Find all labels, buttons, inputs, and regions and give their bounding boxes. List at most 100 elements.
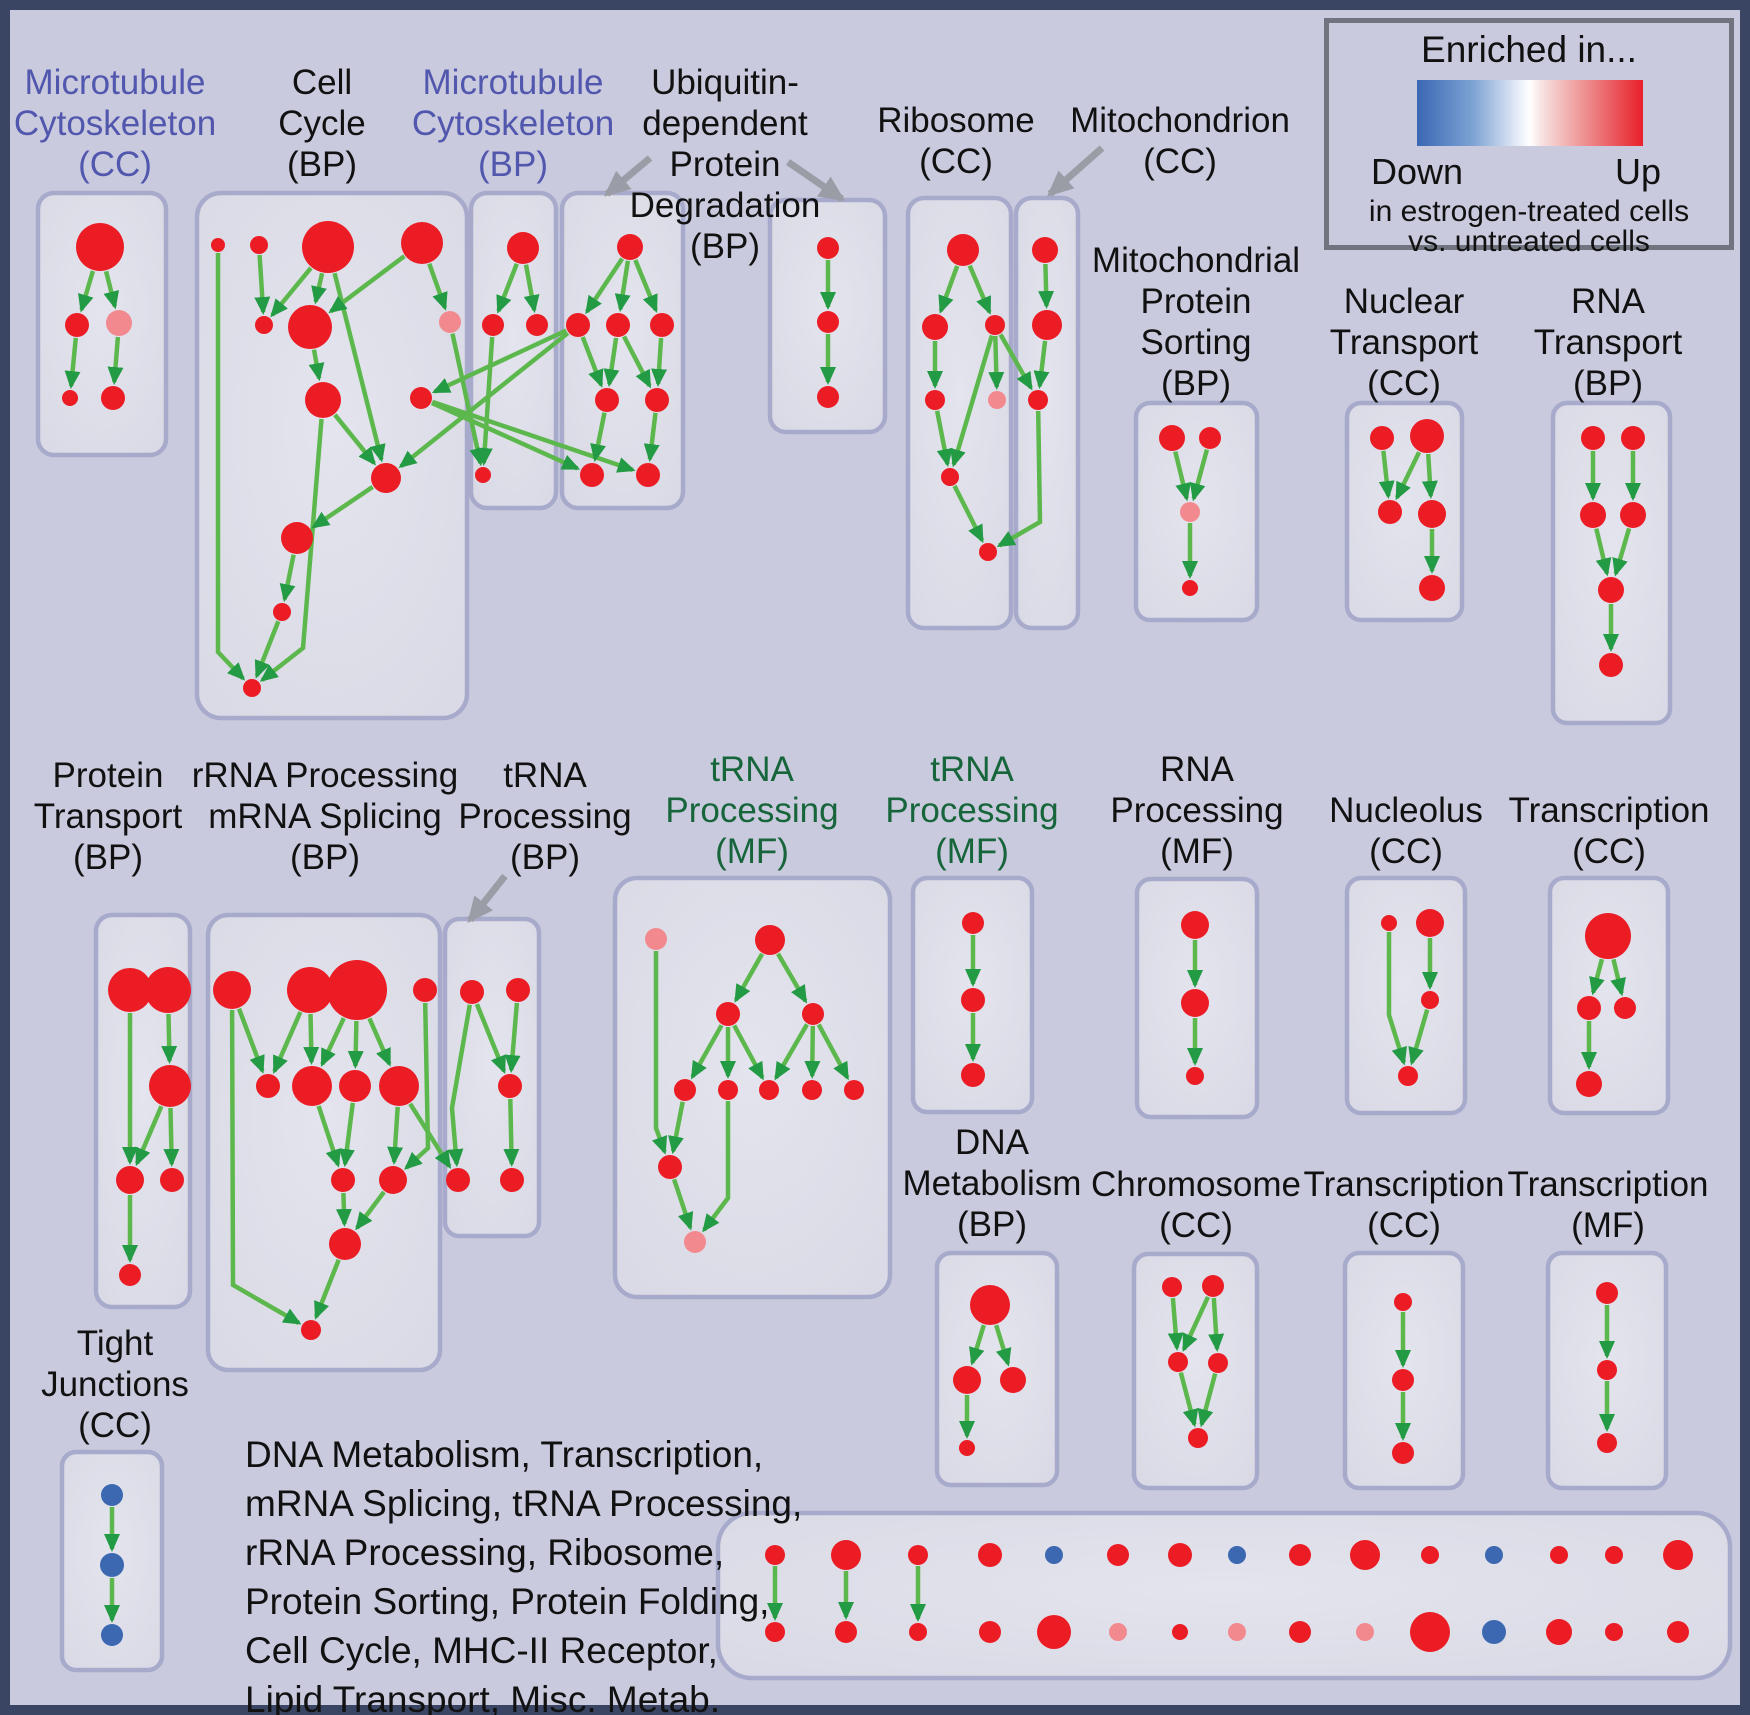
node-W3 xyxy=(1168,1352,1188,1372)
node-ST0 xyxy=(765,1545,785,1565)
node-J4 xyxy=(1398,1066,1418,1086)
node-SB3 xyxy=(979,1621,1001,1643)
node-U6 xyxy=(645,388,669,412)
node-K4 xyxy=(1576,1071,1602,1097)
node-I1 xyxy=(1181,911,1209,939)
label-callout-arrow-1 xyxy=(786,159,846,202)
node-ST3 xyxy=(978,1543,1002,1567)
box-ch xyxy=(1131,1251,1260,1491)
edge-P3-P4b xyxy=(163,1107,180,1167)
lab-nucleolus: Nucleolus (CC) xyxy=(1329,791,1483,871)
edge-C10-C11 xyxy=(311,485,374,529)
node-G2 xyxy=(716,1002,740,1026)
node-G4 xyxy=(674,1079,696,1101)
node-W5 xyxy=(1188,1428,1208,1448)
node-E10 xyxy=(379,1166,407,1194)
edge-R4-R6 xyxy=(934,410,953,468)
edge-A1-A2 xyxy=(78,270,96,313)
node-E1 xyxy=(213,971,251,1009)
edge-C8-C13 xyxy=(259,418,324,682)
edge-R3-R5 xyxy=(988,335,1005,390)
edge-M3-R7 xyxy=(996,410,1043,548)
lab-dm: DNA Metabolism (BP) xyxy=(903,1123,1082,1244)
node-G1 xyxy=(755,925,785,955)
node-W2 xyxy=(1202,1275,1224,1297)
node-C1 xyxy=(211,238,225,252)
node-SB5 xyxy=(1109,1623,1127,1641)
node-N3 xyxy=(1378,500,1402,524)
node-E8 xyxy=(379,1066,419,1106)
box-nucleolus xyxy=(1344,875,1468,1116)
blurb-line: Cell Cycle, MHC-II Receptor, xyxy=(245,1630,718,1671)
node-G8 xyxy=(844,1080,864,1100)
edge-U1-U4 xyxy=(633,259,658,313)
node-C13 xyxy=(243,679,261,697)
node-U8 xyxy=(636,463,660,487)
edge-G9-G10 xyxy=(671,1178,694,1231)
edge-S1-S3 xyxy=(1173,451,1191,502)
edge-E1-E12 xyxy=(229,1009,302,1325)
node-SB10 xyxy=(1410,1612,1450,1652)
node-ST8 xyxy=(1289,1544,1311,1566)
node-SB12 xyxy=(1546,1619,1572,1645)
node-C9 xyxy=(410,387,432,409)
edge-W2-W3 xyxy=(1181,1295,1211,1353)
lab-rp: RNA Processing (MF) xyxy=(1110,750,1283,871)
lab-tj: Tight Junctions (CC) xyxy=(41,1324,189,1445)
node-C6 xyxy=(288,305,332,349)
edge-E3-E7 xyxy=(347,1020,364,1069)
legend-gradient-bar xyxy=(1417,80,1643,146)
node-T3 xyxy=(498,1074,522,1098)
node-A2 xyxy=(65,313,89,337)
node-Q1 xyxy=(1581,426,1605,450)
node-A3 xyxy=(106,310,132,336)
node-S4 xyxy=(1182,580,1198,596)
node-E11 xyxy=(329,1228,361,1260)
blurb-line: rRNA Processing, Ribosome, xyxy=(245,1532,725,1573)
node-T1 xyxy=(460,980,484,1004)
edge-W3-W5 xyxy=(1178,1372,1199,1428)
box-strip xyxy=(715,1510,1733,1681)
lab-trna-mf2: tRNA Processing (MF) xyxy=(885,750,1058,871)
edge-E8-T4 xyxy=(408,1102,452,1169)
node-S1 xyxy=(1159,425,1185,451)
lab-tc2: Transcription (CC) xyxy=(1304,1165,1505,1245)
node-K3 xyxy=(1614,997,1636,1019)
blurb-line: Lipid Transport, Misc. Metab. xyxy=(245,1679,721,1715)
node-R1 xyxy=(947,234,979,266)
edge-A1-A3 xyxy=(103,270,120,310)
edge-K1-K3 xyxy=(1610,958,1626,997)
edge-R1-R2 xyxy=(938,265,960,314)
node-P5 xyxy=(119,1264,141,1286)
edge-G3-G6 xyxy=(774,1023,809,1081)
edge-E3-E8 xyxy=(367,1017,392,1067)
node-N1 xyxy=(1370,426,1394,450)
node-T4 xyxy=(446,1168,470,1192)
edge-C8-C10 xyxy=(333,413,376,466)
node-J3 xyxy=(1421,991,1439,1009)
node-SB14 xyxy=(1667,1621,1689,1643)
node-ST7 xyxy=(1228,1546,1246,1564)
lab-ribosome: Ribosome (CC) xyxy=(877,101,1035,181)
edge-A2-A4 xyxy=(64,337,81,390)
node-U7 xyxy=(580,463,604,487)
node-D3 xyxy=(526,314,548,336)
edge-G1-G3 xyxy=(776,952,808,1004)
node-SB6 xyxy=(1172,1624,1188,1640)
edge-R3-R6 xyxy=(950,334,995,468)
node-ST12 xyxy=(1550,1546,1568,1564)
node-W4 xyxy=(1208,1353,1228,1373)
edge-U4-U6 xyxy=(651,337,668,387)
edge-E8-E10 xyxy=(387,1106,404,1165)
edge-D1-D2 xyxy=(496,262,519,314)
edge-T3-T5 xyxy=(503,1098,520,1167)
node-Q5 xyxy=(1598,577,1624,603)
node-M3 xyxy=(1028,390,1048,410)
edge-E1-E5 xyxy=(236,1007,265,1074)
blurb-line: mRNA Splicing, tRNA Processing, xyxy=(245,1483,803,1524)
node-D1 xyxy=(507,232,539,264)
node-Z2 xyxy=(100,1553,124,1577)
edge-U2-C10 xyxy=(398,331,570,469)
node-SB11 xyxy=(1482,1620,1506,1644)
